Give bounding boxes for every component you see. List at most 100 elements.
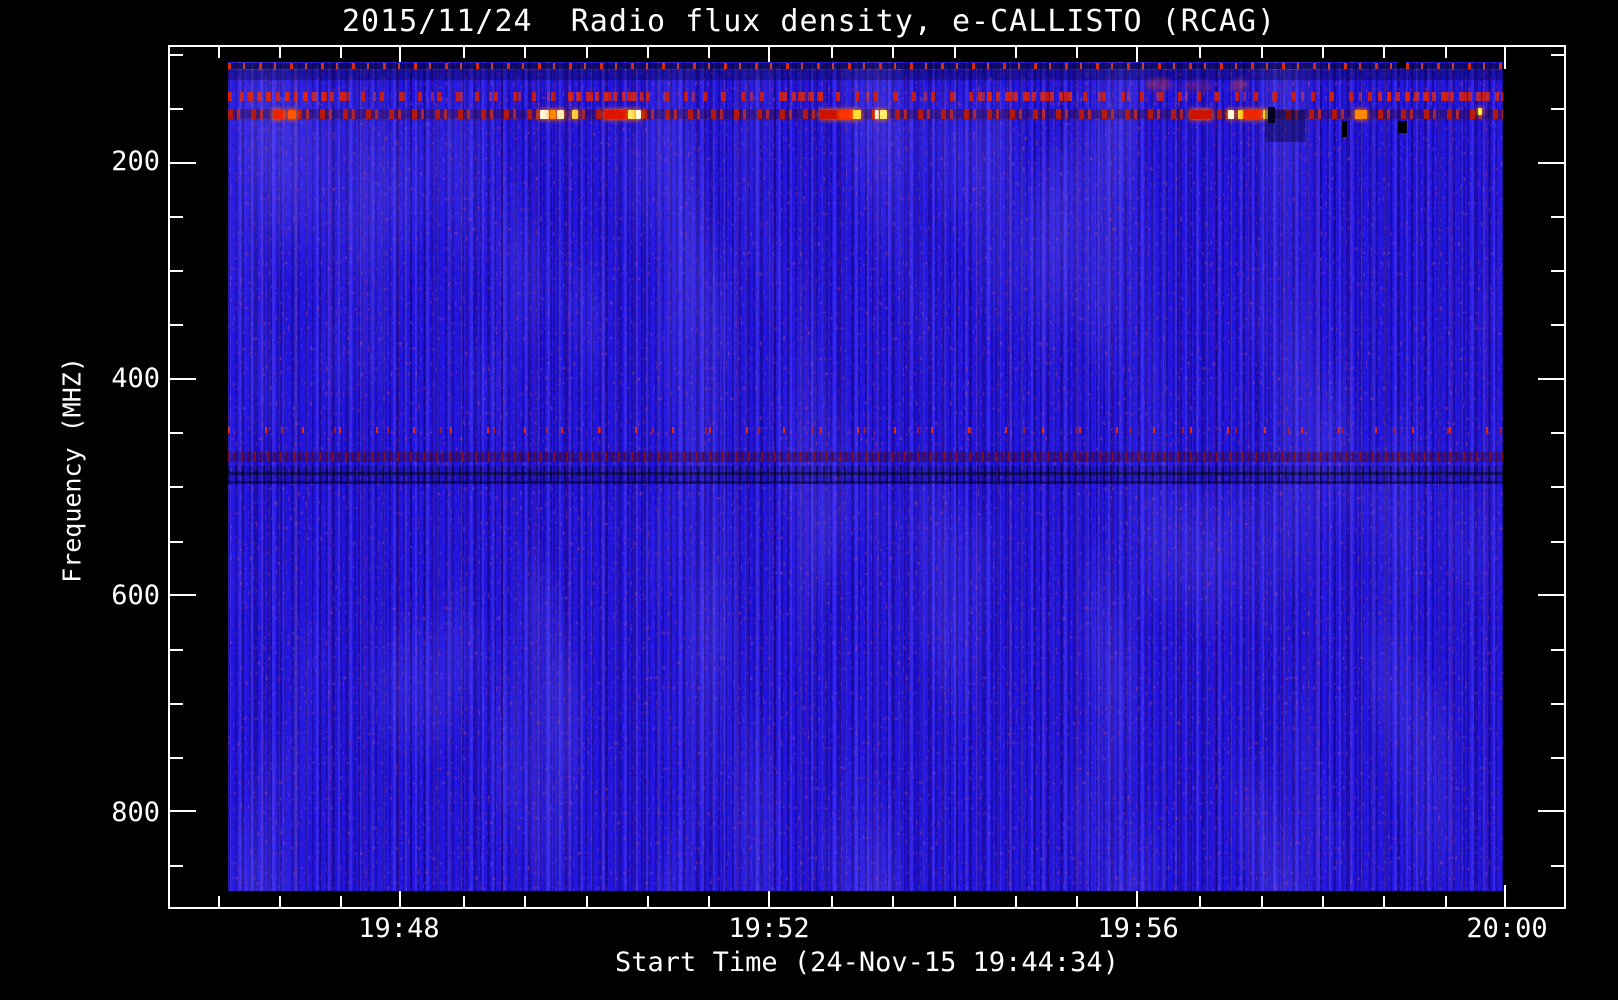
y-tick-mark (1538, 378, 1564, 381)
y-tick-mark (170, 108, 183, 111)
rfi-smudge (1146, 78, 1172, 91)
rfi-hotspot (557, 110, 564, 119)
x-tick-mark (768, 47, 771, 69)
rfi-hotspot (1478, 108, 1482, 115)
rfi-line-472mhz (228, 452, 1503, 462)
x-tick-mark (1444, 47, 1447, 58)
x-tick-label: 20:00 (1466, 913, 1548, 944)
y-tick-mark (1551, 648, 1564, 651)
x-tick-mark (399, 47, 402, 69)
x-tick-mark (1321, 896, 1324, 907)
x-tick-mark (1504, 47, 1507, 69)
signal-dropout (1397, 62, 1406, 68)
rfi-hotspot (628, 110, 636, 119)
rfi-hotspot (550, 110, 556, 119)
rfi-hotspot (540, 110, 549, 119)
rfi-band-110mhz (228, 63, 1503, 69)
x-tick-mark (831, 896, 834, 907)
rfi-dense-segment (568, 92, 643, 101)
rfi-band-157mhz (228, 109, 1503, 119)
y-tick-mark (170, 864, 183, 867)
axis-ticks-layer (170, 47, 1564, 907)
x-tick-mark (708, 47, 711, 58)
rfi-hotspot (853, 110, 861, 119)
x-tick-mark (1015, 896, 1018, 907)
x-tick-mark (524, 47, 527, 58)
y-tick-mark (170, 756, 183, 759)
x-tick-mark (340, 896, 343, 907)
rfi-hotspot (273, 110, 283, 119)
x-tick-mark (279, 47, 282, 58)
rfi-hotspot (1238, 110, 1243, 119)
rfi-hotspot (880, 110, 887, 119)
y-tick-mark (170, 702, 183, 705)
signal-dropout (1342, 121, 1347, 137)
x-tick-mark (768, 885, 771, 907)
signal-dropout (1398, 121, 1407, 133)
rfi-dense-segment (1378, 92, 1503, 101)
y-tick-label: 600 (111, 579, 160, 611)
rfi-dense-segment (978, 92, 1078, 101)
rfi-dense-segment (240, 92, 350, 101)
y-tick-mark (170, 594, 196, 597)
rfi-hotspot (1190, 110, 1212, 119)
rfi-line-446mhz (228, 427, 1503, 433)
rfi-hotspot (840, 110, 853, 119)
x-tick-mark (1199, 896, 1202, 907)
y-tick-mark (1551, 432, 1564, 435)
x-tick-mark (585, 47, 588, 58)
x-tick-mark (399, 885, 402, 907)
y-tick-mark (1551, 702, 1564, 705)
x-tick-mark (1136, 47, 1139, 69)
x-tick-mark (708, 896, 711, 907)
x-tick-mark (585, 896, 588, 907)
x-tick-mark (1321, 47, 1324, 58)
dark-row-118mhz (228, 70, 1503, 80)
x-tick-mark (217, 47, 220, 58)
rfi-hotspot (875, 110, 879, 119)
y-tick-mark (1551, 270, 1564, 273)
y-tick-mark (1538, 594, 1564, 597)
x-tick-mark (1136, 885, 1139, 907)
y-tick-mark (1551, 540, 1564, 543)
x-tick-mark (1076, 896, 1079, 907)
x-tick-label: 19:52 (728, 913, 810, 944)
x-tick-label: 19:48 (358, 913, 440, 944)
x-tick-mark (647, 896, 650, 907)
y-tick-label: 400 (111, 363, 160, 395)
x-tick-mark (892, 896, 895, 907)
y-tick-mark (170, 54, 183, 57)
y-tick-mark (170, 810, 196, 813)
rfi-band-140mhz (228, 92, 1503, 101)
dark-band-490mhz (228, 466, 1503, 484)
y-tick-mark (1538, 162, 1564, 165)
x-tick-mark (1444, 896, 1447, 907)
plot-frame (168, 45, 1566, 909)
y-tick-mark (1551, 864, 1564, 867)
rfi-hotspot (288, 110, 296, 119)
x-tick-mark (953, 896, 956, 907)
rfi-smudge (1183, 80, 1213, 92)
y-tick-mark (170, 648, 183, 651)
y-tick-mark (1551, 216, 1564, 219)
x-tick-mark (1504, 885, 1507, 907)
y-tick-mark (1551, 54, 1564, 57)
x-tick-mark (217, 896, 220, 907)
y-tick-mark (170, 378, 196, 381)
y-tick-mark (170, 216, 183, 219)
spectrogram-image (228, 62, 1503, 891)
y-tick-mark (1551, 108, 1564, 111)
rfi-hotspot (572, 110, 578, 119)
y-tick-mark (170, 432, 183, 435)
y-tick-mark (1551, 324, 1564, 327)
signal-dropout (1268, 107, 1275, 123)
rfi-hotspot (1228, 110, 1234, 119)
y-tick-label: 800 (111, 797, 160, 828)
x-tick-mark (340, 47, 343, 58)
x-tick-label: 19:56 (1097, 913, 1179, 944)
rfi-hotspot (1263, 110, 1268, 119)
y-tick-label: 200 (111, 145, 160, 177)
x-tick-mark (953, 47, 956, 58)
y-tick-mark (1538, 810, 1564, 813)
